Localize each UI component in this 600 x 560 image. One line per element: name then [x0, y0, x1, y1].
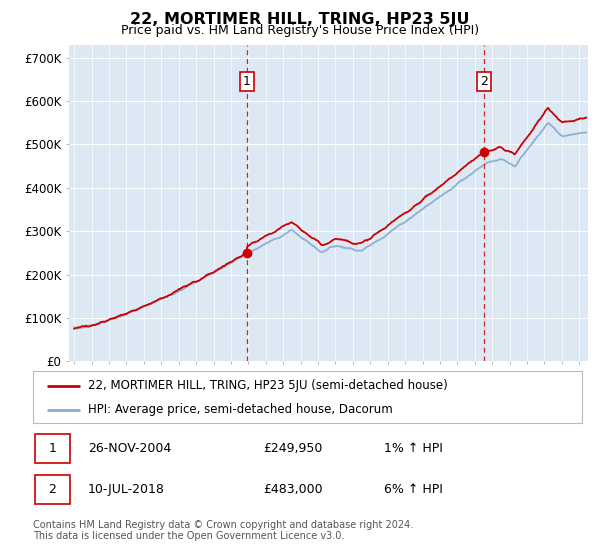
Text: 2: 2: [480, 74, 488, 88]
FancyBboxPatch shape: [35, 475, 70, 504]
Text: 10-JUL-2018: 10-JUL-2018: [88, 483, 165, 496]
FancyBboxPatch shape: [35, 434, 70, 463]
Text: 6% ↑ HPI: 6% ↑ HPI: [385, 483, 443, 496]
Text: 22, MORTIMER HILL, TRING, HP23 5JU: 22, MORTIMER HILL, TRING, HP23 5JU: [130, 12, 470, 27]
Text: £483,000: £483,000: [263, 483, 323, 496]
Text: 26-NOV-2004: 26-NOV-2004: [88, 442, 171, 455]
Text: 2: 2: [49, 483, 56, 496]
Text: 1: 1: [243, 74, 251, 88]
Text: Price paid vs. HM Land Registry's House Price Index (HPI): Price paid vs. HM Land Registry's House …: [121, 24, 479, 36]
Text: Contains HM Land Registry data © Crown copyright and database right 2024.
This d: Contains HM Land Registry data © Crown c…: [33, 520, 413, 542]
Text: £249,950: £249,950: [263, 442, 323, 455]
Text: 1% ↑ HPI: 1% ↑ HPI: [385, 442, 443, 455]
Text: 22, MORTIMER HILL, TRING, HP23 5JU (semi-detached house): 22, MORTIMER HILL, TRING, HP23 5JU (semi…: [88, 379, 448, 392]
Text: 1: 1: [49, 442, 56, 455]
Text: HPI: Average price, semi-detached house, Dacorum: HPI: Average price, semi-detached house,…: [88, 403, 392, 417]
